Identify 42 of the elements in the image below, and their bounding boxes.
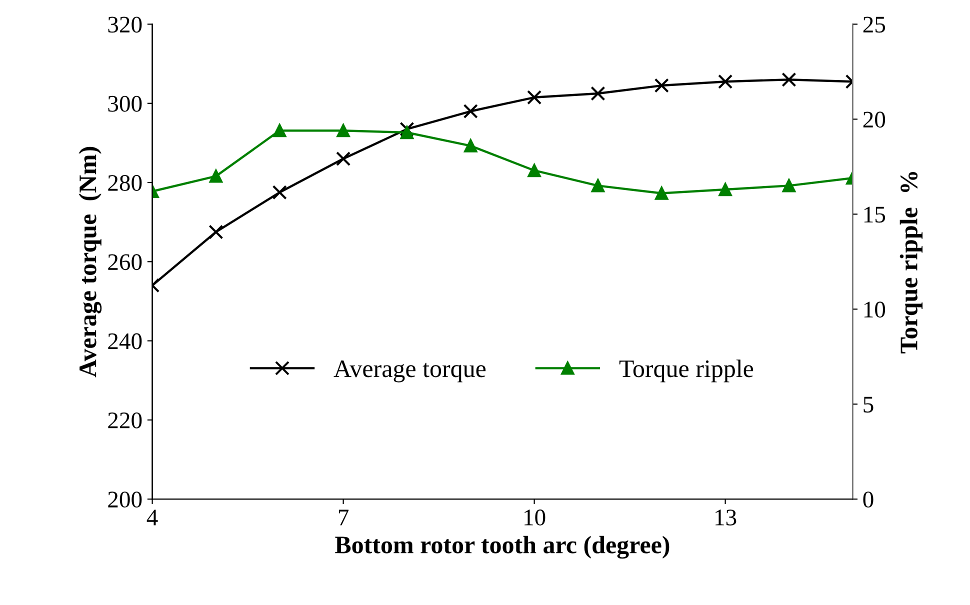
point (464, 139, 478, 152)
x-tick-label: 7 (338, 510, 349, 526)
y-tick-label: 240 (108, 333, 142, 350)
point (591, 179, 605, 192)
x-axis-title: Bottom rotor tooth arc (degree) (335, 536, 670, 559)
x-tick-label: 4 (146, 510, 158, 526)
point (782, 179, 796, 192)
x-tick-label: 10 (524, 510, 546, 526)
y-tick-label: 200 (108, 492, 142, 508)
y2-tick-label: 25 (863, 16, 886, 33)
point (590, 86, 606, 101)
y-tick-label: 300 (108, 96, 142, 112)
y-tick-label: 320 (108, 16, 142, 33)
point (527, 90, 542, 105)
point (400, 126, 414, 140)
x-tick-label: 13 (716, 510, 736, 526)
point (718, 74, 733, 89)
y-axis-title: Average torque (Nm) (78, 146, 102, 378)
point (336, 124, 350, 138)
point (463, 104, 478, 119)
legend-label: Torque ripple (619, 360, 754, 382)
point (528, 164, 541, 178)
y2-axis-title: Torque ripple % (900, 172, 923, 354)
point (208, 224, 224, 240)
point (400, 122, 414, 136)
y-tick-label: 260 (108, 254, 142, 270)
y-tick-label: 220 (108, 412, 142, 428)
y-tick-label: 280 (108, 175, 142, 191)
y2-tick-label: 20 (863, 112, 886, 128)
point (655, 186, 668, 200)
y2-tick-label: 10 (864, 302, 886, 318)
point (782, 72, 796, 87)
point (336, 151, 351, 166)
point (654, 78, 669, 93)
y2-tick-label: 15 (864, 206, 886, 223)
point (209, 170, 223, 183)
point (718, 182, 732, 196)
y2-tick-label: 5 (864, 396, 874, 413)
point (272, 185, 287, 200)
legend-label: Average torque (334, 360, 486, 382)
point (273, 124, 286, 138)
y2-tick-label: 0 (863, 492, 874, 508)
